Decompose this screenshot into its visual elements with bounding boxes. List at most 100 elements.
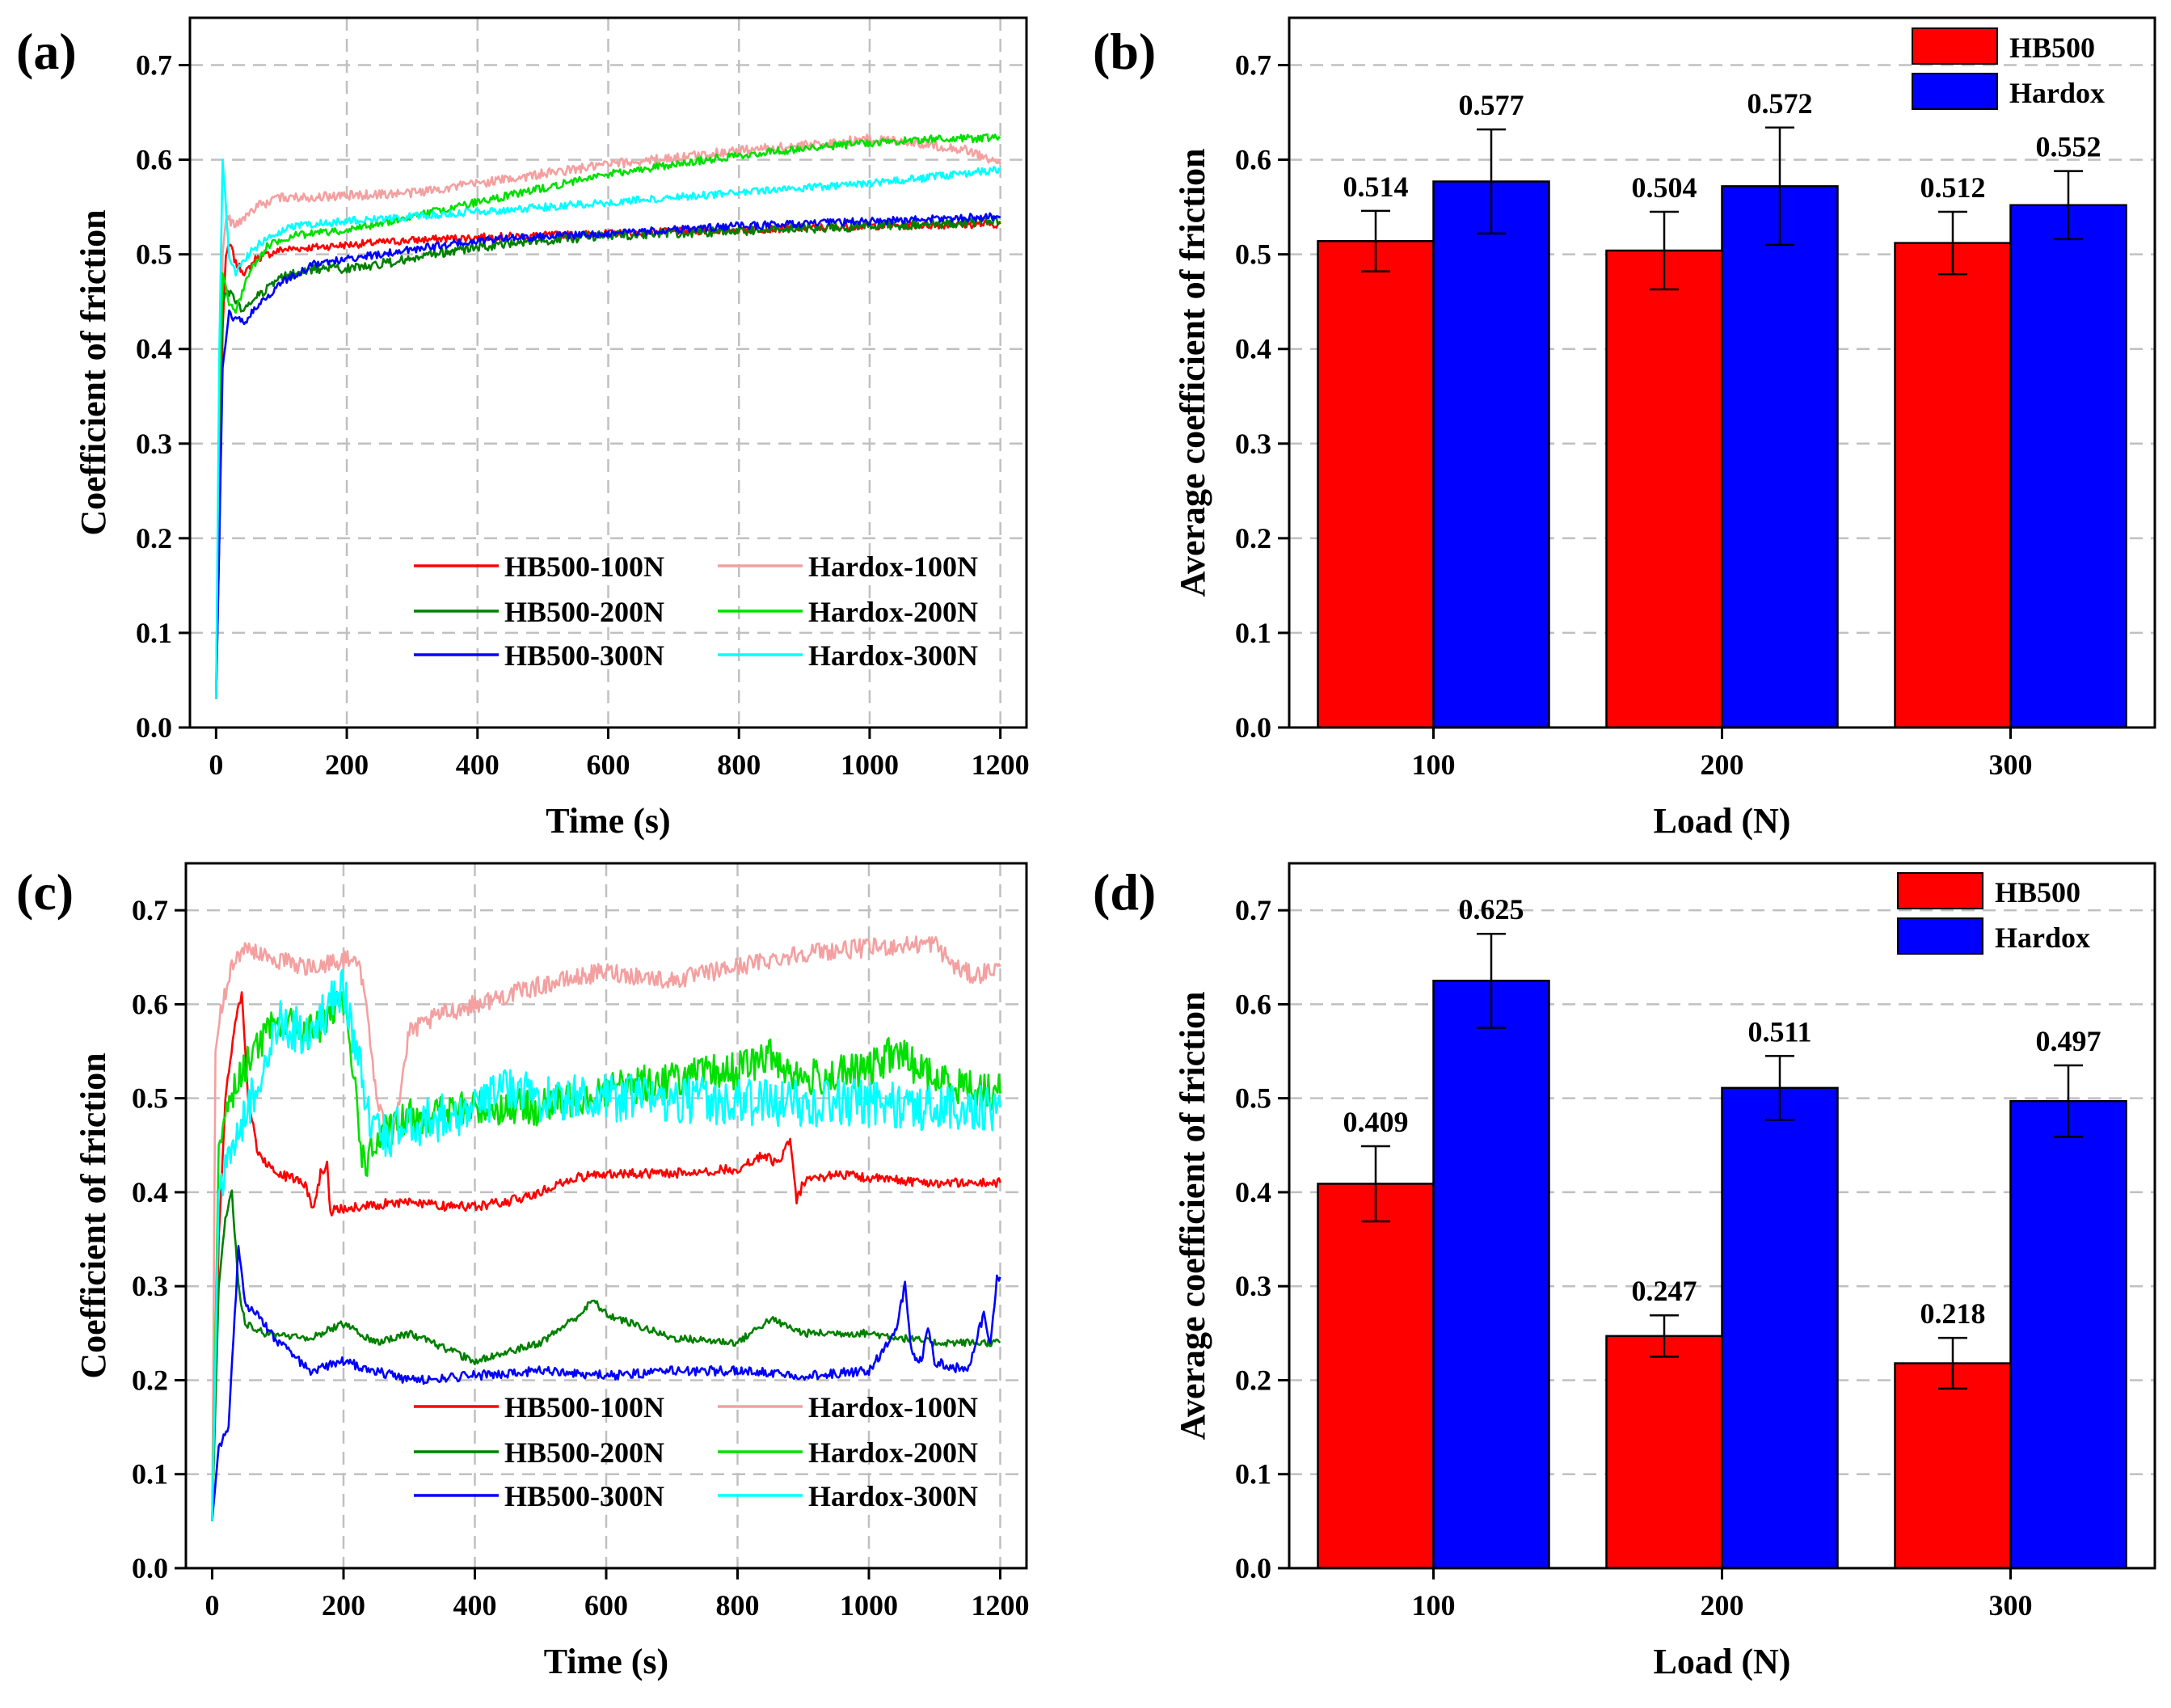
series-line-Hardox-300N (215, 158, 1001, 699)
legend-label: HB500-300N (504, 1480, 664, 1512)
x-tick-label: 600 (587, 749, 630, 781)
x-tick-label: 100 (1412, 1589, 1456, 1622)
bar-Hardox-300 (2009, 1099, 2127, 1570)
legend-swatch (1897, 872, 1983, 909)
x-tick-label: 400 (456, 749, 500, 781)
y-tick-label: 0.1 (1235, 1458, 1271, 1491)
legend-swatch (1897, 917, 1983, 955)
bar-Hardox-200 (1721, 185, 1839, 729)
y-tick-label: 0.3 (1235, 428, 1271, 460)
bar-HB500-300 (1894, 1362, 2012, 1570)
legend-label: HB500-100N (504, 1391, 664, 1423)
legend-label: Hardox (1995, 921, 2090, 954)
legend-label: HB500-200N (504, 596, 664, 628)
y-axis-title: Average coefficient of friction (1173, 991, 1212, 1440)
bar-HB500-200 (1605, 1335, 1723, 1570)
line-chart-0: (a) 0 200 400 600 800 1000 1200 0.0 0.1 0.2 0.3 0.4 0… (16, 16, 1030, 841)
value-label: 0.409 (1343, 1106, 1409, 1138)
x-axis-title: Time (s) (544, 1642, 668, 1681)
y-axis-title: Coefficient of friction (74, 1052, 113, 1378)
legend-label: HB500-300N (504, 639, 664, 672)
bar-Hardox-200 (1721, 1086, 1839, 1570)
y-tick-label: 0.7 (136, 49, 172, 82)
x-tick-label: 1000 (840, 1589, 898, 1622)
bar-HB500-200 (1605, 249, 1723, 729)
bar-chart-3: (d) 0.0 0.1 0.2 0.3 0.4 0.5 0.6 0.7 Average coeff… (1093, 862, 2156, 1681)
y-tick-label: 0.2 (1235, 1364, 1271, 1396)
y-tick-label: 0.2 (132, 1364, 168, 1396)
series-line-Hardox-200N (215, 133, 1001, 699)
value-label: 0.552 (2036, 131, 2101, 163)
y-tick-label: 0.3 (136, 428, 172, 460)
value-label: 0.514 (1343, 171, 1409, 203)
legend-label: Hardox-300N (808, 1480, 978, 1512)
x-tick-label: 0 (209, 749, 223, 781)
x-tick-label: 800 (717, 749, 761, 781)
x-tick-label: 1000 (841, 749, 899, 781)
y-tick-label: 0.6 (1235, 988, 1271, 1020)
x-tick-label: 100 (1412, 749, 1456, 781)
x-tick-label: 1200 (972, 1589, 1030, 1622)
panel-label: (b) (1093, 23, 1156, 80)
y-tick-label: 0.2 (136, 522, 172, 555)
y-tick-label: 0.5 (1235, 238, 1271, 271)
y-tick-label: 0.0 (1235, 711, 1271, 744)
value-label: 0.504 (1632, 171, 1697, 204)
value-label: 0.577 (1459, 89, 1524, 121)
y-axis-title: Coefficient of friction (74, 209, 113, 535)
x-tick-label: 200 (322, 1589, 365, 1622)
y-tick-label: 0.4 (1235, 333, 1271, 365)
x-tick-label: 200 (325, 749, 369, 781)
y-tick-label: 0.6 (136, 144, 172, 176)
legend-label: Hardox (2009, 77, 2105, 109)
x-tick-label: 0 (205, 1589, 220, 1622)
legend-label: HB500 (1995, 876, 2080, 909)
y-tick-label: 0.6 (132, 988, 168, 1020)
series-line-HB500-300N (211, 1245, 1001, 1522)
legend-label: HB500-100N (504, 550, 664, 583)
plot-frame (184, 862, 1028, 1570)
panel-label: (c) (16, 863, 74, 921)
y-tick-label: 0.5 (132, 1082, 168, 1115)
series-line-HB500-100N (211, 991, 1001, 1521)
plot-frame (1288, 16, 2156, 729)
bar-chart-1: (b) 0.0 0.1 0.2 0.3 0.4 0.5 0.6 0.7 Average coeff… (1093, 16, 2156, 841)
legend-label: HB500-200N (504, 1436, 664, 1469)
y-tick-label: 0.5 (1235, 1082, 1271, 1115)
y-tick-label: 0.4 (1235, 1176, 1271, 1208)
x-tick-label: 300 (1989, 749, 2033, 781)
legend-swatch (1912, 27, 1998, 65)
value-label: 0.512 (1920, 171, 1986, 204)
y-tick-label: 0.1 (132, 1458, 168, 1491)
y-tick-label: 0.0 (1235, 1552, 1271, 1584)
legend-label: Hardox-100N (808, 1391, 978, 1423)
value-label: 0.572 (1747, 87, 1813, 120)
line-chart-2: (c) 0 200 400 600 800 1000 1200 0.0 0.1 0.2 0.3 0.4 0… (16, 862, 1030, 1681)
x-tick-label: 200 (1701, 1589, 1744, 1622)
y-tick-label: 0.0 (132, 1552, 168, 1584)
y-tick-label: 0.6 (1235, 144, 1271, 176)
legend-label: Hardox-200N (808, 596, 978, 628)
series-line-Hardox-100N (211, 935, 1001, 1521)
series-line-Hardox-300N (211, 968, 1001, 1521)
x-tick-label: 800 (716, 1589, 760, 1622)
value-label: 0.625 (1459, 893, 1524, 926)
plot-frame (188, 16, 1028, 729)
series-line-Hardox-200N (211, 991, 1001, 1521)
y-tick-label: 0.4 (136, 333, 172, 365)
bar-HB500-300 (1894, 242, 2012, 729)
y-tick-label: 0.7 (1235, 49, 1271, 82)
legend-label: HB500 (2009, 32, 2095, 64)
x-tick-label: 200 (1701, 749, 1744, 781)
value-label: 0.497 (2036, 1025, 2101, 1057)
legend-label: Hardox-200N (808, 1436, 978, 1469)
bar-HB500-100 (1317, 240, 1435, 729)
legend-label: Hardox-100N (808, 550, 978, 583)
value-label: 0.511 (1747, 1015, 1811, 1048)
x-tick-label: 1200 (972, 749, 1030, 781)
series-line-HB500-200N (211, 1189, 1001, 1521)
y-tick-label: 0.0 (136, 711, 172, 744)
y-tick-label: 0.4 (132, 1176, 168, 1208)
x-tick-label: 300 (1989, 1589, 2033, 1622)
